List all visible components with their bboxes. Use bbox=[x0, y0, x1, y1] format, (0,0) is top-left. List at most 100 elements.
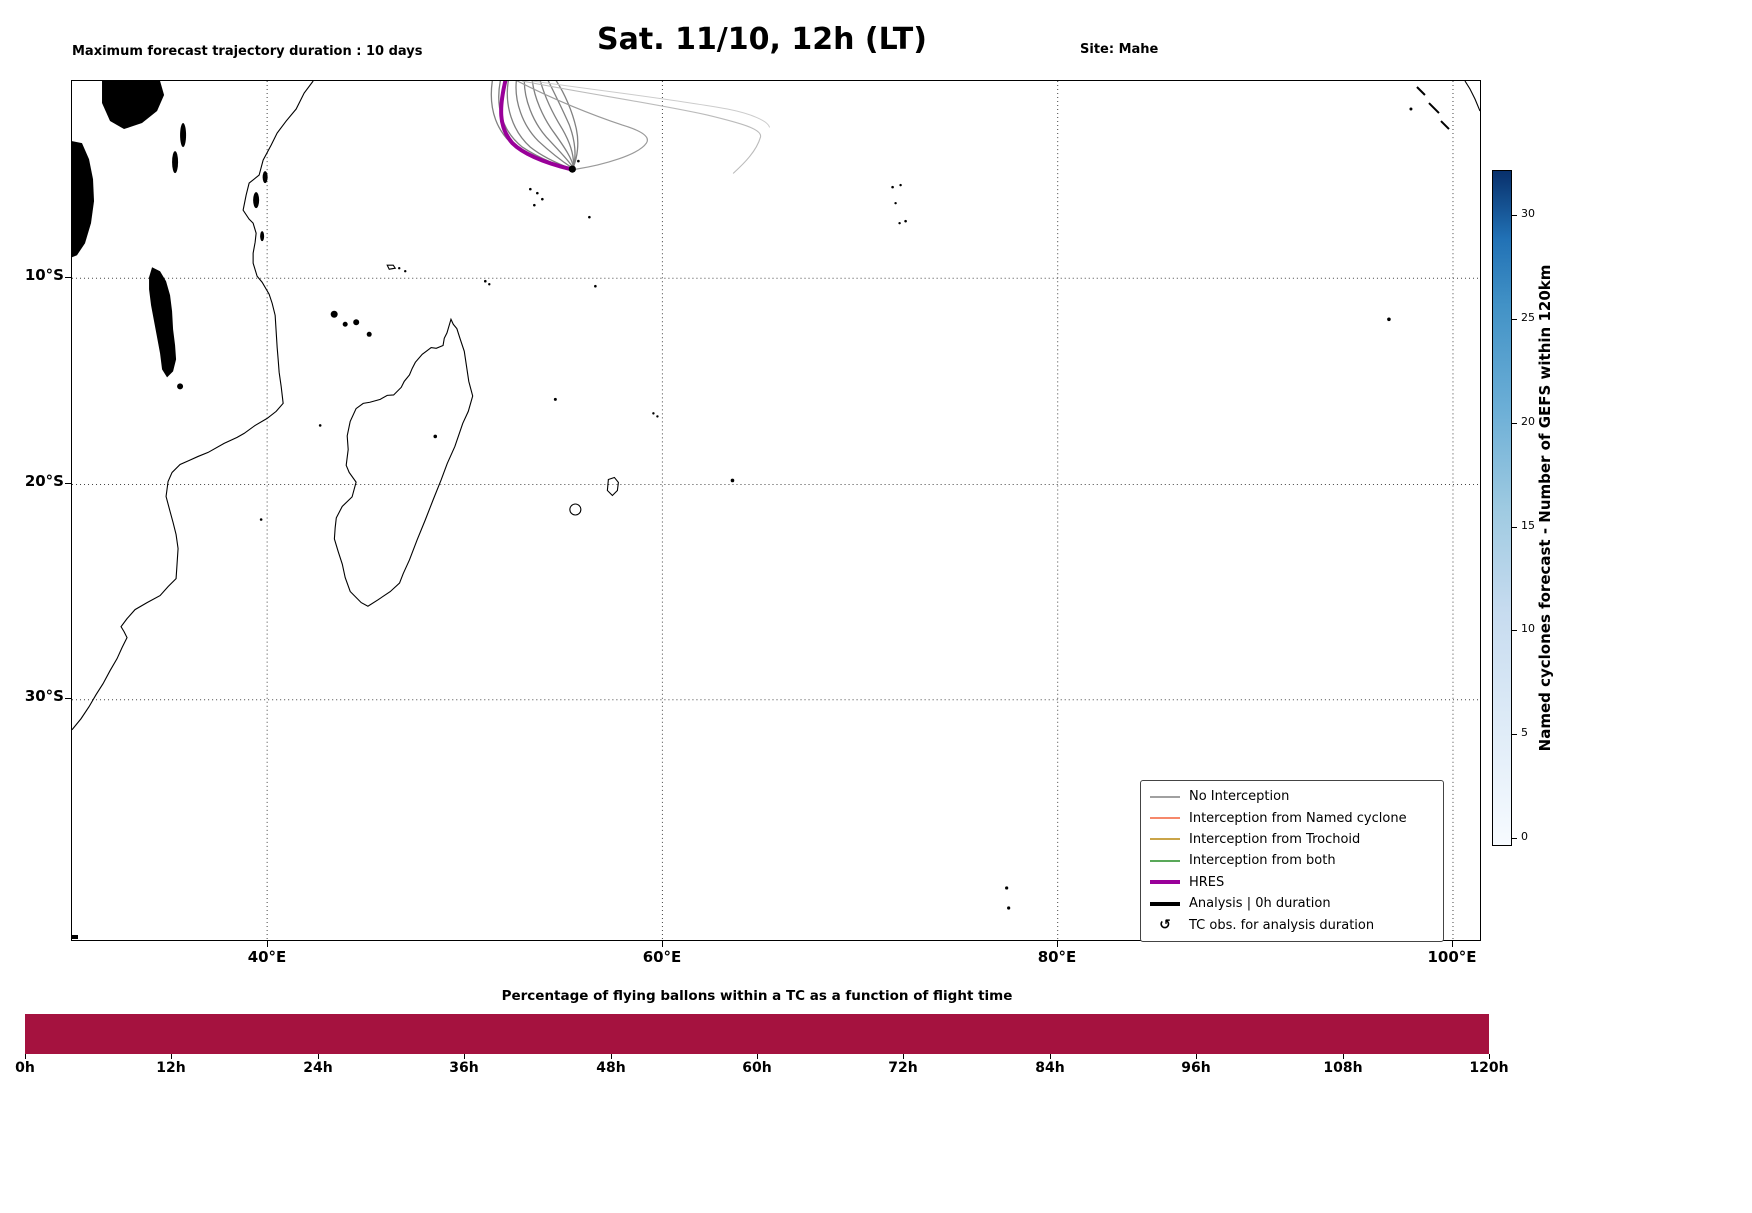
y-tick-label-10S: 10°S bbox=[24, 266, 64, 284]
europa-island bbox=[259, 518, 263, 521]
trochoid-line-sample bbox=[1150, 838, 1180, 841]
colorbar-tickmark-20 bbox=[1512, 423, 1517, 424]
legend-label: Interception from both bbox=[1189, 853, 1336, 869]
pemba-island bbox=[262, 171, 268, 184]
x-tick-label-80E: 80°E bbox=[1037, 948, 1077, 966]
nias-dot bbox=[1409, 107, 1413, 111]
tc-obs-rotation-icon: ↺ bbox=[1159, 917, 1171, 934]
legend-label: No Interception bbox=[1189, 789, 1290, 805]
tromelin bbox=[553, 397, 557, 401]
bottom-tick-96h: 96h bbox=[1181, 1060, 1211, 1076]
corner-land-fragment bbox=[72, 934, 79, 939]
bottom-tick-108h: 108h bbox=[1323, 1060, 1363, 1076]
amirantes-1 bbox=[529, 187, 532, 191]
bottom-tick-84h: 84h bbox=[1035, 1060, 1065, 1076]
mafia-island bbox=[260, 231, 265, 242]
y-tickmark-10S bbox=[65, 277, 71, 278]
x-tickmark-100E bbox=[1452, 941, 1453, 947]
coastlines bbox=[72, 81, 1480, 731]
madagascar-coastline bbox=[333, 317, 474, 607]
bottom-tickmark-108h bbox=[1343, 1054, 1344, 1059]
colorbar-tickmark-25 bbox=[1512, 319, 1517, 320]
legend-label: TC obs. for analysis duration bbox=[1189, 917, 1375, 933]
lake-alaotra bbox=[433, 434, 438, 439]
bottom-chart-title: Percentage of flying ballons within a TC… bbox=[501, 988, 1013, 1004]
colorbar-gradient bbox=[1493, 171, 1511, 845]
outlier-faint bbox=[531, 81, 770, 128]
hres-line-sample bbox=[1150, 880, 1180, 885]
rodrigues bbox=[730, 478, 735, 483]
colorbar-tick-30: 30 bbox=[1521, 207, 1535, 220]
colorbar-tick-10: 10 bbox=[1521, 622, 1535, 635]
outlier-mid bbox=[516, 81, 648, 170]
lake-malawi bbox=[149, 267, 177, 378]
chagos-3 bbox=[894, 201, 897, 205]
bottom-tickmark-84h bbox=[1050, 1054, 1051, 1059]
chagos-1 bbox=[891, 185, 894, 189]
amirantes-2 bbox=[536, 191, 539, 195]
aldabra-dot-2 bbox=[404, 270, 407, 273]
bottom-tick-12h: 12h bbox=[156, 1060, 186, 1076]
legend-item-trochoid: Interception from Trochoid bbox=[1150, 829, 1434, 850]
legend-item-no-interception: No Interception bbox=[1150, 786, 1434, 807]
agalega bbox=[594, 284, 597, 288]
legend-label: Analysis | 0h duration bbox=[1189, 896, 1331, 912]
lake-tanganyika bbox=[72, 141, 95, 258]
map-canvas bbox=[72, 81, 1480, 940]
mentawai-islands bbox=[1416, 86, 1450, 130]
y-tick-label-20S: 20°S bbox=[24, 472, 64, 490]
bottom-tick-120h: 120h bbox=[1469, 1060, 1509, 1076]
colorbar-tick-25: 25 bbox=[1521, 311, 1535, 324]
x-tick-label-60E: 60°E bbox=[642, 948, 682, 966]
lake-victoria bbox=[102, 81, 165, 130]
colorbar-tick-5: 5 bbox=[1521, 726, 1528, 739]
info-site: Site: Mahe bbox=[1080, 42, 1159, 57]
bottom-tickmark-60h bbox=[757, 1054, 758, 1059]
x-tickmark-40E bbox=[267, 941, 268, 947]
bottom-tickmark-72h bbox=[903, 1054, 904, 1059]
bottom-tick-48h: 48h bbox=[596, 1060, 626, 1076]
legend-item-tc-obs: ↺ TC obs. for analysis duration bbox=[1150, 914, 1434, 935]
farquhar-2 bbox=[488, 283, 491, 286]
aldabra-dot-1 bbox=[398, 267, 401, 270]
grande-comore bbox=[330, 310, 338, 318]
st-paul-island bbox=[1007, 906, 1011, 910]
lake-chilwa bbox=[177, 383, 184, 390]
st-brandon-2 bbox=[656, 415, 659, 418]
africa-coastline bbox=[72, 81, 314, 731]
coetivy bbox=[588, 215, 591, 219]
legend-item-named-cyclone: Interception from Named cyclone bbox=[1150, 807, 1434, 828]
analysis-line-sample bbox=[1150, 901, 1180, 906]
colorbar-tick-0: 0 bbox=[1521, 830, 1528, 843]
colorbar-tickmark-5 bbox=[1512, 734, 1517, 735]
both-line-sample bbox=[1150, 860, 1180, 862]
bottom-tickmark-24h bbox=[318, 1054, 319, 1059]
bottom-tick-0h: 0h bbox=[15, 1060, 35, 1076]
bottom-tick-36h: 36h bbox=[449, 1060, 479, 1076]
page-title: Sat. 11/10, 12h (LT) bbox=[597, 22, 927, 57]
bottom-tickmark-36h bbox=[464, 1054, 465, 1059]
legend-item-both: Interception from both bbox=[1150, 850, 1434, 871]
bottom-tick-72h: 72h bbox=[888, 1060, 918, 1076]
colorbar-label: Named cyclones forecast - Number of GEFS… bbox=[1536, 264, 1554, 752]
analysis-marker bbox=[568, 165, 576, 173]
gefs-trajectories-outliers bbox=[516, 81, 770, 174]
x-tickmark-80E bbox=[1057, 941, 1058, 947]
rift-valley-lake-2 bbox=[172, 151, 179, 174]
chagos-5 bbox=[898, 221, 901, 225]
legend-item-analysis: Analysis | 0h duration bbox=[1150, 893, 1434, 914]
amsterdam-island bbox=[1005, 886, 1009, 890]
named-cyclone-line-sample bbox=[1150, 817, 1180, 819]
anjouan bbox=[353, 319, 360, 326]
bottom-tickmark-48h bbox=[611, 1054, 612, 1059]
y-tick-label-30S: 30°S bbox=[24, 687, 64, 705]
reunion-island bbox=[569, 503, 582, 516]
bottom-tickmark-96h bbox=[1196, 1054, 1197, 1059]
colorbar-tick-20: 20 bbox=[1521, 415, 1535, 428]
legend-label: Interception from Named cyclone bbox=[1189, 810, 1407, 826]
chagos-2 bbox=[899, 183, 902, 187]
amirantes-3 bbox=[541, 197, 544, 201]
legend-item-hres: HRES bbox=[1150, 872, 1434, 893]
sumatra-coastline-fragment bbox=[1464, 81, 1480, 112]
